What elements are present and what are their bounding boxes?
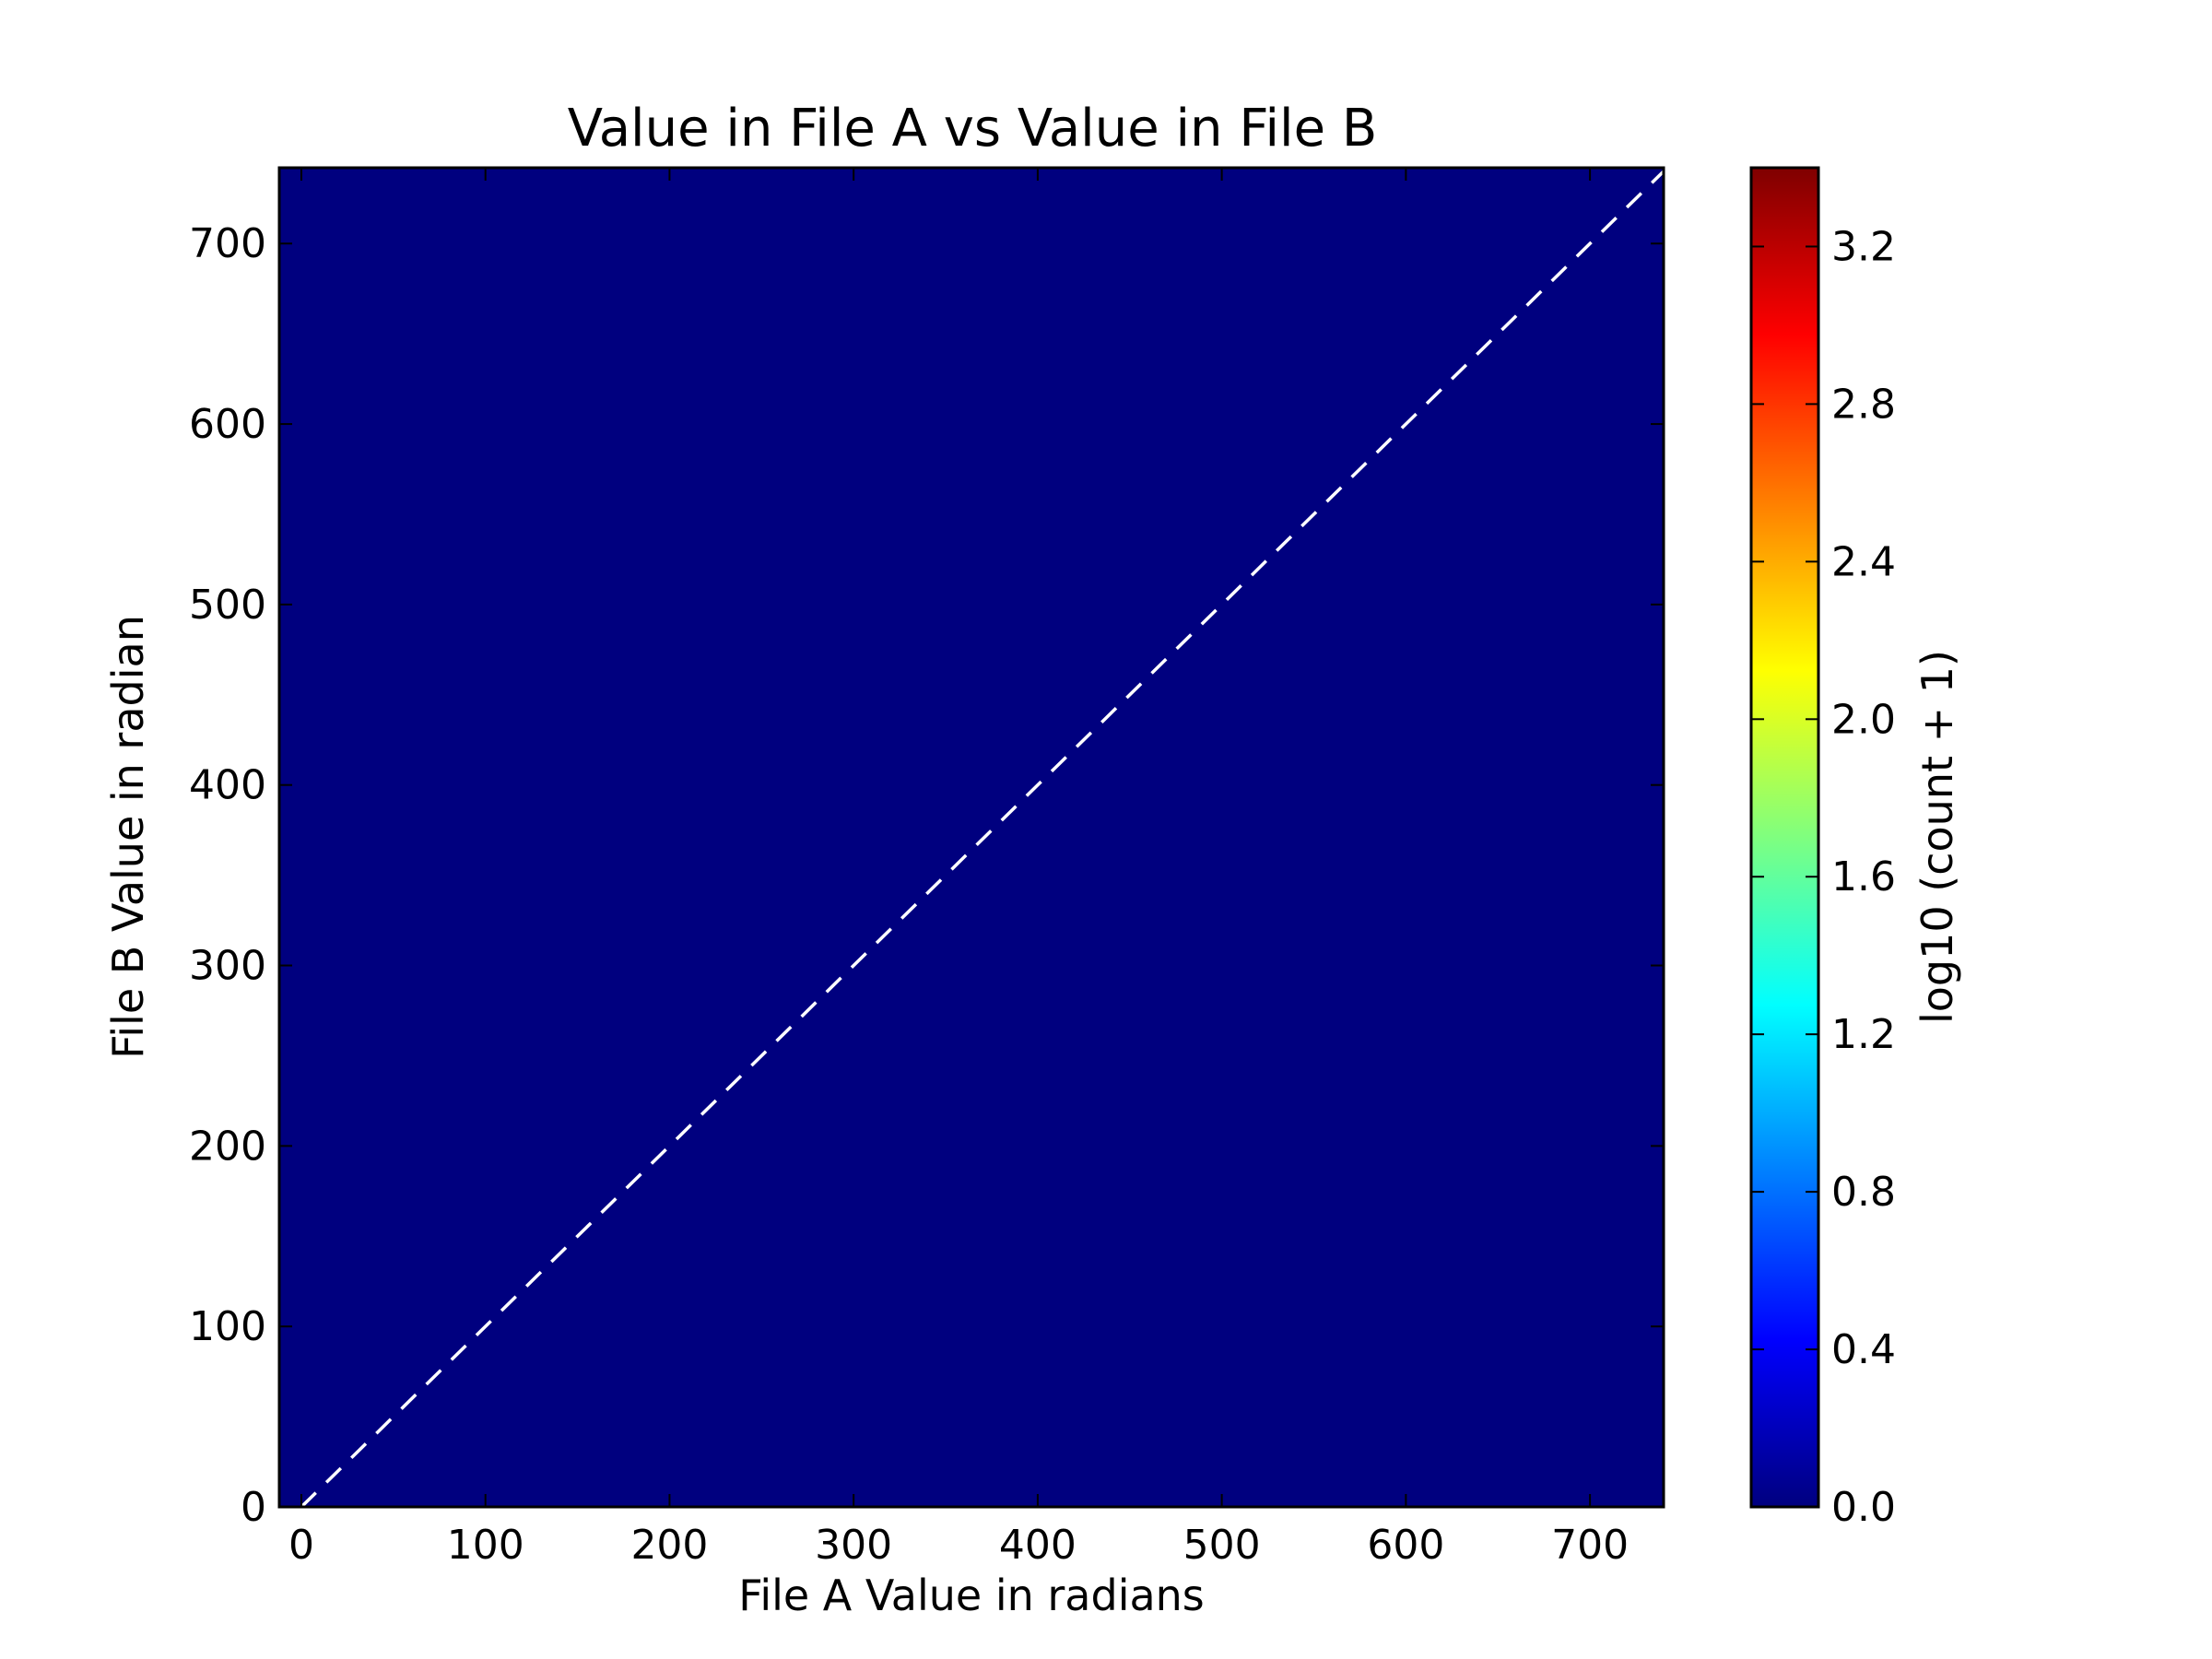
x-tick-label: 400 [999,1522,1077,1569]
x-axis-label: File A Value in radians [738,1571,1205,1620]
identity-reference-line [300,166,1669,1509]
x-tick-label: 500 [1183,1522,1261,1569]
y-tick-label: 500 [189,582,266,629]
y-tick-label: 0 [241,1484,266,1531]
colorbar: 0.0 0.4 0.8 1.2 1.6 2.0 2.4 2.8 3.2 [1749,166,1896,1531]
chart-title: Value in File A vs Value in File B [568,99,1378,159]
colorbar-label: log10 (count + 1) [1912,650,1962,1024]
colorbar-tick-label: 2.8 [1831,381,1896,428]
colorbar-ticks: 0.0 0.4 0.8 1.2 1.6 2.0 2.4 2.8 3.2 [1751,223,1896,1531]
y-axis-ticks: 0 100 200 300 400 500 600 700 [189,220,1664,1531]
y-tick-label: 100 [189,1303,266,1350]
y-tick-label: 600 [189,401,266,448]
x-tick-label: 100 [447,1522,524,1569]
y-axis-label: File B Value in radian [103,615,153,1059]
heatmap-cells [279,168,1664,1507]
colorbar-frame [1749,166,1820,1509]
x-axis-ticks: 0 100 200 300 400 500 600 700 [288,168,1629,1569]
y-tick-label: 400 [189,762,266,809]
colorbar-fill [1751,168,1818,1507]
x-tick-label: 200 [630,1522,708,1569]
colorbar-tick-label: 2.0 [1831,696,1896,743]
y-tick-label: 200 [189,1123,266,1170]
y-tick-label: 300 [189,943,266,990]
colorbar-tick-label: 2.4 [1831,538,1896,585]
colorbar-tick-label: 0.4 [1831,1326,1896,1373]
colorbar-tick-label: 1.2 [1831,1011,1896,1058]
colorbar-tick-label: 3.2 [1831,223,1896,270]
colorbar-tick-label: 1.6 [1831,853,1896,900]
colorbar-tick-label: 0.8 [1831,1169,1896,1216]
y-tick-label: 700 [189,220,266,267]
plot-frame [277,166,1665,1509]
x-tick-label: 0 [288,1522,314,1569]
x-tick-label: 700 [1551,1522,1629,1569]
x-tick-label: 600 [1367,1522,1444,1569]
x-tick-label: 300 [815,1522,892,1569]
colorbar-tick-label: 0.0 [1831,1484,1896,1531]
plot-area: 0 100 200 300 400 500 600 700 0 100 200 300 400 500 6… [189,166,1669,1569]
